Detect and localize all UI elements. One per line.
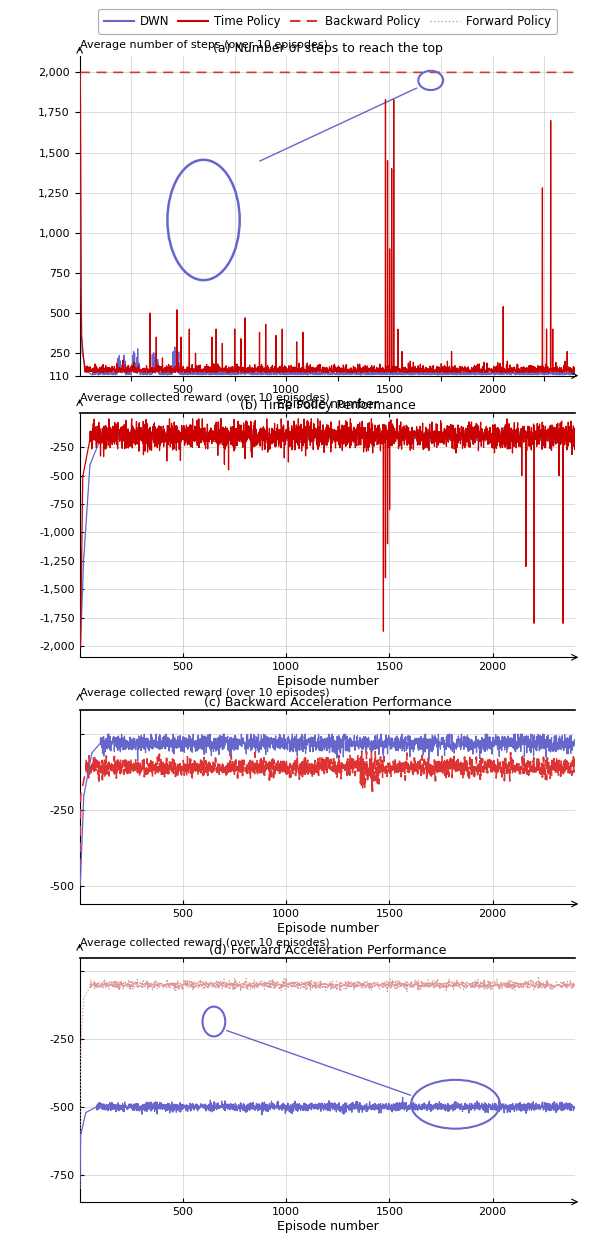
Title: (a) Number of steps to reach the top: (a) Number of steps to reach the top [212, 43, 442, 55]
X-axis label: Episode number: Episode number [277, 921, 378, 934]
X-axis label: Episode number: Episode number [277, 398, 378, 411]
Title: (b) Time Policy Performance: (b) Time Policy Performance [240, 399, 415, 412]
X-axis label: Episode number: Episode number [277, 1219, 378, 1232]
Legend: DWN, Time Policy, Backward Policy, Forward Policy: DWN, Time Policy, Backward Policy, Forwa… [98, 9, 557, 34]
Text: Average collected reward (over 10 episodes): Average collected reward (over 10 episod… [80, 689, 329, 699]
Title: (c) Backward Acceleration Performance: (c) Backward Acceleration Performance [204, 696, 451, 709]
Text: Average collected reward (over 10 episodes): Average collected reward (over 10 episod… [80, 938, 329, 948]
Text: Average collected reward (over 10 episodes): Average collected reward (over 10 episod… [80, 393, 329, 403]
X-axis label: Episode number: Episode number [277, 675, 378, 687]
Title: (d) Forward Acceleration Performance: (d) Forward Acceleration Performance [209, 944, 446, 957]
Text: Average number of steps (over 10 episodes): Average number of steps (over 10 episode… [80, 40, 327, 50]
